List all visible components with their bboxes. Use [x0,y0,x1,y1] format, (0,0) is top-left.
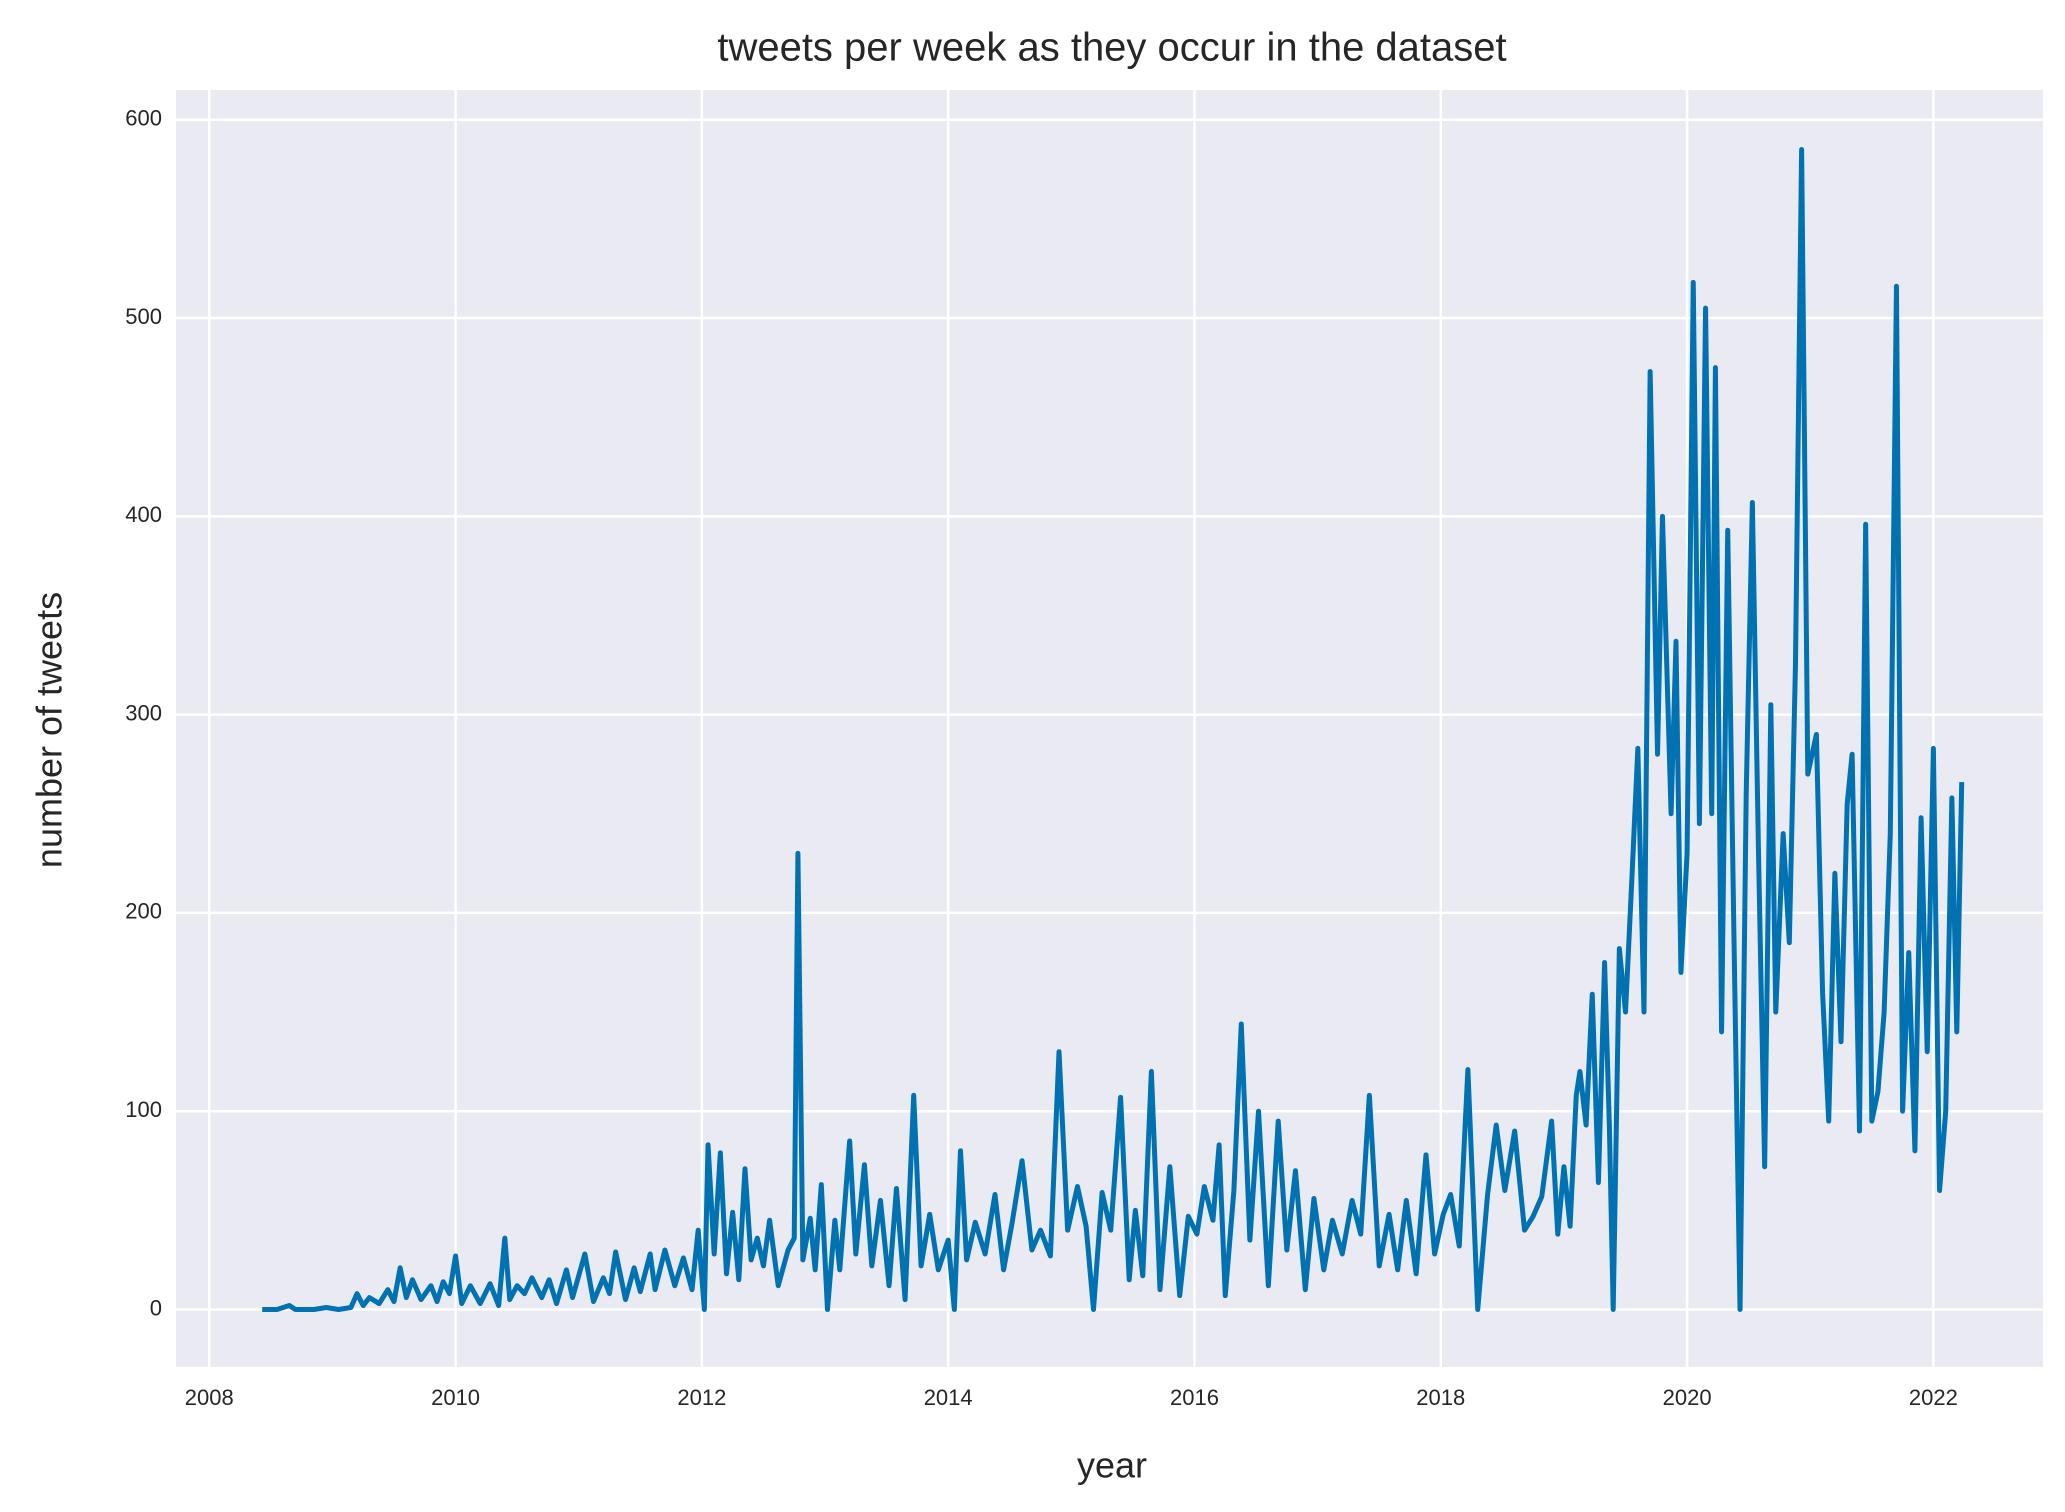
x-tick-label: 2022 [1909,1385,1958,1410]
y-tick-label: 400 [125,502,162,527]
x-tick-label: 2018 [1416,1385,1465,1410]
x-tick-label: 2008 [185,1385,234,1410]
x-axis-label: year [1077,1445,1147,1486]
x-tick-label: 2014 [924,1385,973,1410]
y-tick-label: 500 [125,304,162,329]
x-tick-label: 2010 [431,1385,480,1410]
y-tick-label: 0 [150,1295,162,1320]
y-tick-label: 200 [125,899,162,924]
x-tick-label: 2020 [1663,1385,1712,1410]
data-line [262,146,1965,1312]
chart-title: tweets per week as they occur in the dat… [717,26,1506,70]
y-axis-label: number of tweets [29,592,70,868]
y-tick-label: 300 [125,700,162,725]
y-tick-label: 600 [125,106,162,131]
y-tick-label: 100 [125,1097,162,1122]
x-tick-label: 2016 [1170,1385,1219,1410]
x-tick-label: 2012 [677,1385,726,1410]
